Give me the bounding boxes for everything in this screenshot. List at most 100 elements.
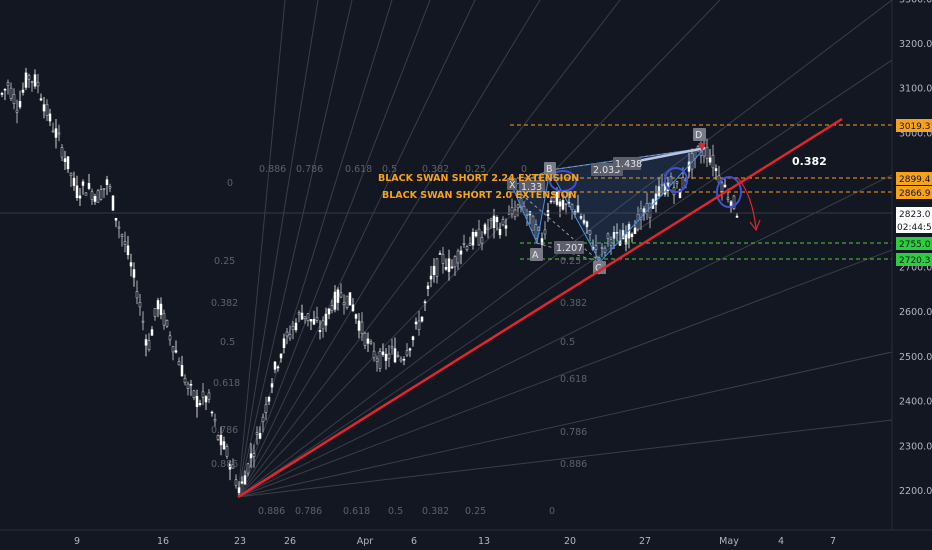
candle-body: [723, 184, 727, 188]
candle-body: [159, 303, 163, 316]
candle-body: [117, 226, 121, 229]
candle-body: [564, 203, 568, 206]
svg-text:0.5: 0.5: [382, 164, 397, 175]
candle-body: [42, 104, 46, 112]
fan-line: [237, 351, 893, 498]
candle-body: [39, 98, 43, 101]
candle-body: [234, 479, 238, 486]
candle-body: [408, 348, 412, 351]
candle-body: [84, 192, 88, 196]
candle-body: [726, 197, 730, 200]
svg-text:0: 0: [521, 164, 527, 175]
candle-body: [108, 186, 112, 189]
candle-body: [654, 193, 658, 205]
candle-body: [345, 295, 349, 308]
candle-body: [486, 227, 490, 230]
candle-body: [174, 350, 178, 353]
candle-body: [237, 487, 241, 493]
candle-body: [150, 329, 154, 336]
candle-body: [369, 341, 373, 344]
point-d-label: D: [695, 130, 702, 141]
candle-body: [471, 232, 475, 246]
svg-text:2720.3: 2720.3: [899, 256, 931, 266]
candle-body: [48, 113, 52, 122]
point-x-label: X: [509, 180, 516, 191]
candle-body: [81, 181, 85, 186]
svg-text:0.382: 0.382: [211, 298, 238, 309]
x-tick-label: 6: [411, 536, 417, 547]
svg-text:0.618: 0.618: [345, 164, 372, 175]
candle-body: [45, 104, 49, 116]
svg-text:0.25: 0.25: [465, 506, 486, 517]
svg-text:2899.4: 2899.4: [899, 175, 931, 185]
candle-body: [276, 366, 280, 369]
candle-body: [294, 322, 298, 331]
candle-body: [75, 185, 79, 199]
candle-body: [132, 269, 136, 278]
tag-2720: [896, 253, 932, 266]
candle-body: [711, 154, 715, 169]
y-tick-label: 3300.0: [899, 0, 932, 5]
candle-body: [21, 89, 25, 93]
candle-body: [417, 320, 421, 330]
candle-body: [72, 177, 76, 186]
candle-body: [198, 403, 202, 405]
candle-body: [489, 218, 493, 221]
candle-body: [402, 359, 406, 361]
y-tick-label: 2700.0: [899, 263, 932, 274]
candle-body: [216, 435, 220, 440]
fan-line: [237, 249, 893, 498]
candle-body: [411, 336, 415, 341]
candle-body: [444, 267, 448, 270]
fan-lines: [237, 0, 893, 498]
svg-text:0.886: 0.886: [560, 459, 587, 470]
svg-text:2755.0: 2755.0: [899, 240, 931, 250]
fan-line: [237, 174, 893, 498]
candle-body: [204, 396, 208, 403]
svg-text:0.886: 0.886: [258, 506, 285, 517]
candle-body: [303, 316, 307, 319]
pattern-xb-dash: [511, 185, 601, 263]
candle-body: [222, 441, 226, 450]
candle-body: [27, 75, 31, 80]
candle-body: [432, 265, 436, 275]
x-tick-label: May: [719, 536, 739, 547]
candle-body: [558, 201, 562, 207]
candle-body: [321, 320, 325, 330]
candle-body: [201, 391, 205, 398]
candle-body: [324, 313, 328, 326]
candle-body: [30, 81, 34, 83]
x-axis-ticks: 9 16 23 26 Apr 6 13 20 27 May 4 7: [74, 536, 836, 547]
x-tick-label: 23: [234, 536, 246, 547]
svg-text:0.786: 0.786: [560, 427, 587, 438]
svg-text:0.618: 0.618: [213, 378, 240, 389]
candle-body: [354, 314, 358, 319]
candle-body: [180, 365, 184, 377]
candle-body: [243, 475, 247, 485]
candle-body: [330, 305, 334, 311]
candle-body: [387, 353, 391, 360]
x-tick-label: 26: [284, 536, 296, 547]
candle-body: [438, 253, 442, 255]
candle-body: [633, 227, 637, 235]
candle-body: [312, 319, 316, 325]
candle-body: [66, 156, 70, 170]
candle-body: [96, 190, 100, 203]
y-tick-label: 2200.0: [899, 486, 932, 497]
candle-body: [114, 218, 118, 221]
fan-line: [237, 0, 721, 498]
candle-body: [501, 219, 505, 225]
candle-body: [15, 109, 19, 113]
candle-body: [435, 258, 439, 277]
candle-body: [372, 350, 376, 359]
fan-line: [237, 0, 353, 498]
x-tick-label: 27: [639, 536, 651, 547]
svg-text:2823.0: 2823.0: [899, 210, 931, 220]
candle-body: [549, 200, 553, 203]
candle-body: [510, 207, 514, 215]
point-a-label: A: [532, 250, 539, 261]
candle-body: [162, 313, 166, 326]
fan-line: [237, 419, 893, 498]
candle-body: [708, 157, 712, 163]
